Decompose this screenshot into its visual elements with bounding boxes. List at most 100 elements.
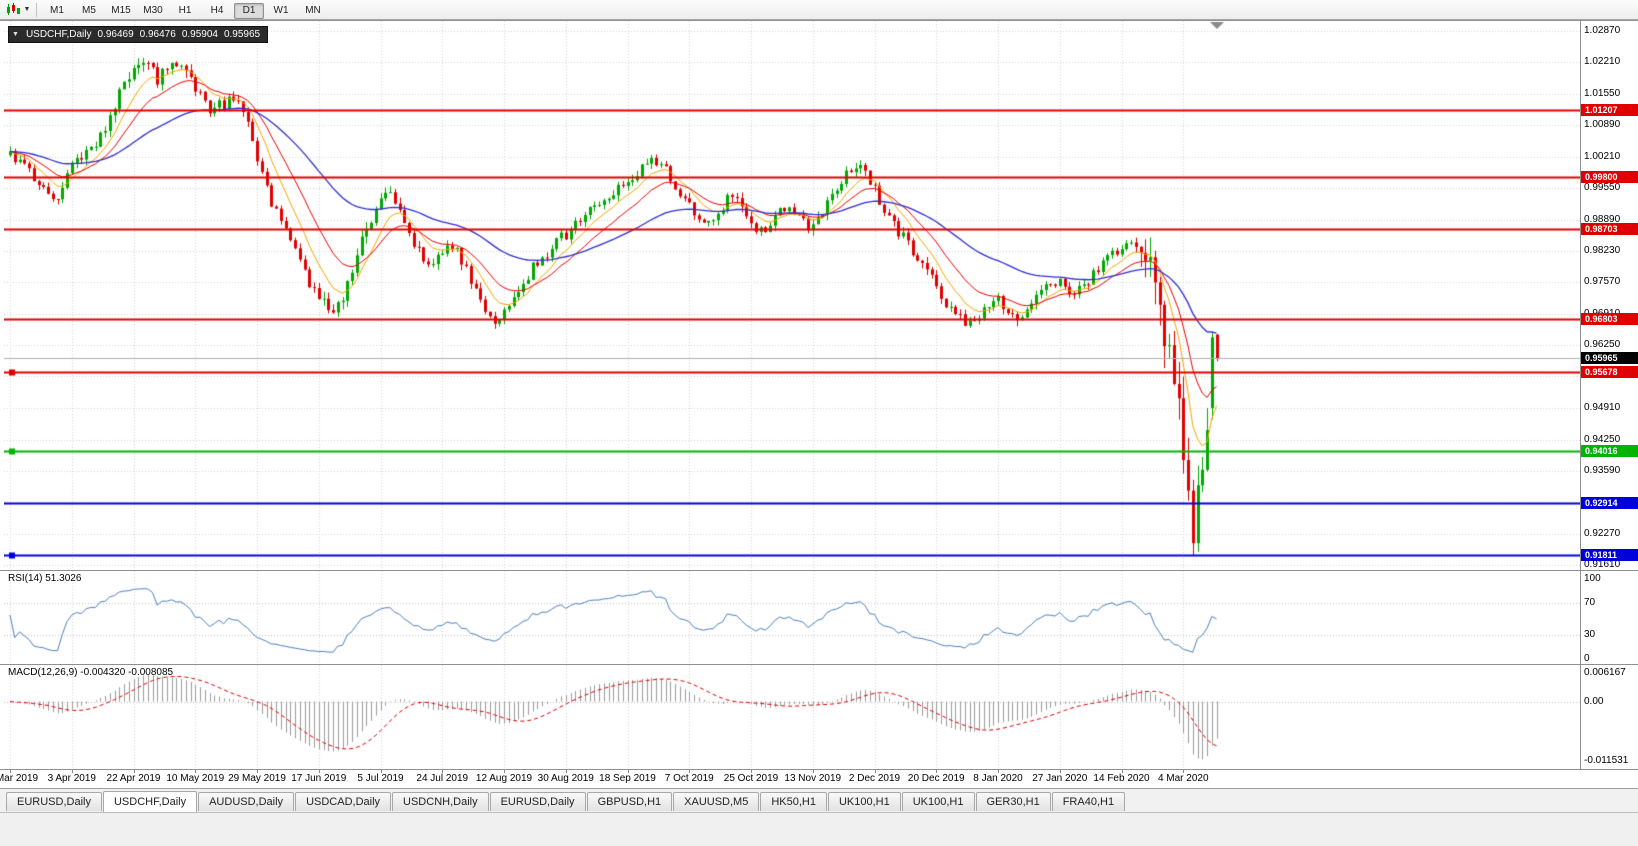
chart-tab-bar: EURUSD,Daily USDCHF,Daily AUDUSD,Daily USDC…	[0, 788, 1638, 812]
toolbar-separator	[36, 2, 37, 17]
price-tick-label: 1.00210	[1584, 151, 1621, 163]
macd-panel-splitter[interactable]	[0, 664, 1638, 665]
date-tick-label: 14 Feb 2020	[1093, 773, 1150, 784]
date-tick-mark	[936, 770, 938, 773]
rsi-scale-label: 100	[1584, 573, 1601, 584]
chart-type-dropdown-icon[interactable]: ▼	[23, 6, 31, 13]
hline-price-badge: 0.99800	[1581, 170, 1638, 183]
macd-label: MACD(12,26,9) -0.004320 -0.008085	[8, 667, 174, 678]
price-tick-label: 0.93590	[1584, 465, 1621, 477]
chart-tab-usdcad-daily[interactable]: USDCAD,Daily	[295, 792, 392, 811]
ohlc-close: 0.95965	[223, 29, 261, 40]
timeframe-button-m5[interactable]: M5	[82, 5, 96, 16]
macd-panel-canvas[interactable]	[4, 665, 1580, 769]
rsi-scale-label: 0	[1584, 653, 1590, 664]
date-tick-label: 12 Aug 2019	[475, 773, 533, 784]
hline-price-badge: 0.98703	[1581, 222, 1638, 235]
date-tick-mark	[627, 770, 629, 773]
chart-type-icon[interactable]	[4, 2, 22, 17]
date-tick-mark	[195, 770, 197, 773]
date-tick-mark	[751, 770, 752, 773]
date-tick-label: 2 Dec 2019	[848, 773, 901, 784]
chart-tab-usdcnh-daily[interactable]: USDCNH,Daily	[392, 792, 489, 811]
rsi-label: RSI(14) 51.3026	[8, 573, 82, 584]
ohlc-high: 0.96476	[139, 29, 176, 40]
date-tick-label: 8 Jan 2020	[973, 773, 1023, 784]
time-axis-border	[0, 769, 1638, 770]
chart-tab-ger30-h1[interactable]: GER30,H1	[975, 792, 1051, 811]
timeframe-button-m1[interactable]: M1	[50, 5, 64, 16]
price-tick-label: 0.94910	[1584, 402, 1621, 414]
date-tick-mark	[133, 770, 135, 773]
date-tick-mark	[1059, 770, 1061, 773]
timeframe-button-m15[interactable]: M15	[111, 5, 131, 16]
date-tick-mark	[442, 770, 444, 773]
timeframe-button-d1[interactable]: D1	[234, 3, 264, 19]
chevron-down-icon[interactable]: ▼	[12, 31, 19, 38]
chart-tab-audusd-daily[interactable]: AUDUSD,Daily	[198, 792, 295, 811]
timeframe-button-mn[interactable]: MN	[305, 5, 321, 16]
date-tick-mark	[318, 770, 320, 773]
price-tick-label: 0.98890	[1584, 213, 1621, 225]
candlestick-icon	[7, 3, 20, 15]
rsi-scale-label: 70	[1584, 597, 1596, 608]
date-tick-label: 3 Apr 2019	[47, 773, 96, 784]
date-tick-label: 13 Nov 2019	[784, 773, 842, 784]
date-tick-label: 17 Jun 2019	[291, 773, 347, 784]
ohlc-low: 0.95904	[181, 29, 218, 40]
price-tick-label: 1.00890	[1584, 118, 1621, 130]
date-tick-mark	[565, 770, 567, 773]
date-tick-label: 29 May 2019	[228, 773, 286, 784]
price-tick-label: 1.01550	[1584, 87, 1621, 99]
date-tick-mark	[874, 770, 876, 773]
timeframe-button-m30[interactable]: M30	[143, 5, 163, 16]
chart-tab-gbpusd-h1[interactable]: GBPUSD,H1	[586, 792, 673, 811]
date-tick-label: 5 Jul 2019	[357, 773, 404, 784]
chart-title-ohlc[interactable]: ▼ USDCHF,Daily 0.96469 0.96476 0.95904 0…	[8, 26, 269, 43]
chart-tab-xauusd-m5[interactable]: XAUUSD,M5	[673, 792, 760, 811]
date-tick-mark	[689, 770, 691, 773]
ohlc-open: 0.96469	[97, 29, 134, 40]
date-tick-mark	[257, 770, 258, 773]
status-bar	[0, 812, 1638, 846]
date-tick-mark	[1183, 770, 1185, 773]
macd-scale-label: 0.006167	[1584, 667, 1626, 678]
date-tick-label: 22 Apr 2019	[106, 773, 161, 784]
toolbar: ▼ M1 M5 M15 M30 H1 H4 D1 W1 MN	[0, 0, 1638, 20]
chart-tab-eurusd-daily[interactable]: EURUSD,Daily	[6, 792, 102, 811]
macd-scale-label: 0.00	[1584, 695, 1604, 707]
date-tick-mark	[812, 770, 814, 773]
rsi-panel-splitter[interactable]	[0, 570, 1638, 571]
timeframe-button-h4[interactable]: H4	[210, 5, 224, 16]
date-tick-mark	[10, 770, 11, 773]
chart-tab-uk100-h1[interactable]: UK100,H1	[827, 792, 901, 811]
price-tick-label: 0.96250	[1584, 338, 1621, 350]
time-axis[interactable]: 15 Mar 2019 3 Apr 2019 22 Apr 2019 10 May 2…	[0, 770, 1638, 788]
date-tick-mark	[504, 770, 505, 773]
price-tick-label: 0.99550	[1584, 182, 1621, 194]
price-tick-label: 0.94250	[1584, 433, 1621, 445]
price-tick-label: 0.91610	[1584, 559, 1621, 570]
timeframe-button-h1[interactable]: H1	[178, 5, 192, 16]
hline-price-badge: 0.92914	[1581, 497, 1638, 510]
chart-tab-uk100-h1[interactable]: UK100,H1	[901, 792, 975, 811]
date-tick-label: 10 May 2019	[166, 773, 225, 784]
rsi-scale-label: 30	[1584, 629, 1596, 640]
date-tick-label: 27 Jan 2020	[1032, 773, 1088, 784]
chart-tab-usdchf-daily[interactable]: USDCHF,Daily	[102, 791, 198, 812]
chart-top-border	[0, 20, 1638, 21]
main-chart-canvas[interactable]	[4, 21, 1580, 570]
hline-price-badge: 0.91811	[1581, 549, 1638, 562]
price-tick-label: 1.02870	[1584, 25, 1621, 36]
date-tick-label: 15 Mar 2019	[0, 773, 39, 784]
date-tick-mark	[71, 770, 73, 773]
price-axis-border	[1580, 21, 1581, 769]
chart-tab-eurusd-daily[interactable]: EURUSD,Daily	[489, 792, 586, 811]
chart-tab-hk50-h1[interactable]: HK50,H1	[760, 792, 827, 811]
chart-tab-fra40-h1[interactable]: FRA40,H1	[1051, 792, 1126, 811]
date-tick-label: 20 Dec 2019	[907, 773, 965, 784]
timeframe-button-w1[interactable]: W1	[273, 5, 289, 16]
rsi-panel-canvas[interactable]	[4, 571, 1580, 664]
date-tick-mark	[998, 770, 999, 773]
